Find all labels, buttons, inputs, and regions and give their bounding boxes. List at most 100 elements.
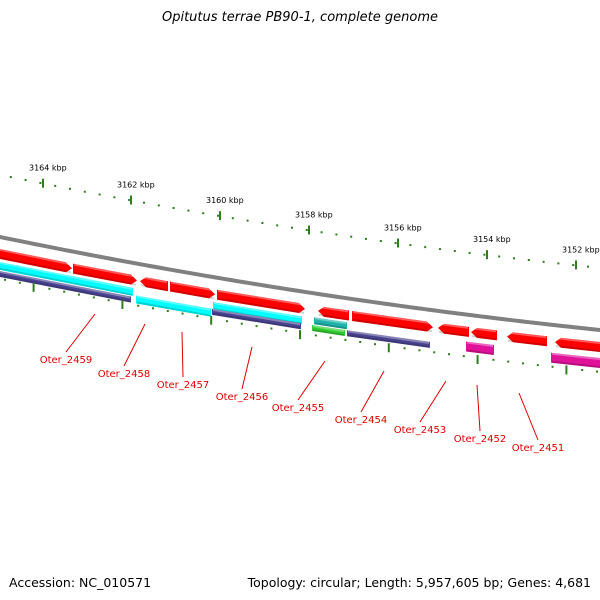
kbp-label: 3154 kbp: [473, 235, 511, 244]
scale-minor-tick: [433, 351, 436, 354]
gene-leader-line: [65, 313, 96, 353]
gene-feature: [314, 317, 347, 330]
scale-minor-tick: [202, 212, 205, 215]
gene-feature: [438, 322, 469, 337]
gene-feature: [466, 341, 494, 356]
scale-minor-tick: [143, 201, 145, 204]
kbp-label: 3160 kbp: [206, 196, 244, 205]
genome-backbone: [0, 234, 600, 333]
gene-label: Oter_2451: [512, 443, 565, 454]
scale-minor-tick: [246, 219, 249, 222]
gene-leader-line: [419, 380, 447, 423]
scale-minor-tick: [522, 362, 524, 365]
scale-minor-tick: [113, 196, 116, 199]
scale-minor-tick: [9, 176, 12, 178]
scale-minor-tick: [157, 204, 160, 207]
scale-minor-tick: [542, 260, 545, 263]
kbp-label: 3164 kbp: [29, 164, 67, 173]
gene-feature: [318, 305, 349, 321]
gene-leader-line: [241, 346, 253, 390]
scale-minor-tick: [240, 322, 243, 325]
scale-minor-tick: [359, 341, 362, 343]
gene-leader-line: [360, 370, 385, 413]
scale-minor-tick: [587, 265, 589, 268]
inner-scale-ticks: [4, 278, 598, 375]
gene-feature: [140, 276, 168, 292]
gene-feature: [352, 310, 433, 333]
gene-leader-line: [476, 384, 481, 432]
scale-minor-tick: [483, 253, 486, 256]
gene-label-leaders: [65, 313, 539, 441]
scale-minor-tick: [54, 184, 57, 187]
accession-text: Accession: NC_010571: [9, 575, 152, 590]
scale-minor-tick: [152, 307, 154, 310]
gene-label: Oter_2459: [40, 355, 93, 366]
scale-minor-tick: [83, 190, 86, 193]
scale-minor-tick: [196, 315, 199, 318]
scale-minor-tick: [63, 290, 66, 293]
gene-feature: [0, 270, 131, 303]
scale-minor-tick: [137, 304, 140, 307]
gene-feature: [212, 308, 301, 330]
outer-scale-ticks: [9, 176, 589, 270]
scale-minor-tick: [329, 336, 332, 339]
gene-leader-line: [297, 360, 326, 401]
gene-feature: [217, 289, 305, 314]
scale-minor-tick: [453, 250, 456, 252]
scale-minor-tick: [187, 209, 190, 212]
scale-minor-tick: [365, 237, 367, 240]
scale-minor-tick: [92, 296, 95, 299]
scale-minor-tick: [379, 240, 382, 242]
scale-minor-tick: [24, 179, 27, 181]
scale-minor-tick: [270, 327, 273, 330]
scale-minor-tick: [166, 310, 169, 312]
gene-label: Oter_2453: [394, 425, 447, 436]
scale-minor-tick: [468, 251, 471, 254]
scale-minor-tick: [335, 233, 338, 236]
gene-labels: Oter_2459Oter_2458Oter_2457Oter_2456Oter…: [40, 355, 565, 454]
scale-minor-tick: [217, 214, 219, 217]
scale-minor-tick: [507, 360, 510, 363]
scale-minor-tick: [231, 217, 234, 220]
kbp-label: 3158 kbp: [295, 211, 333, 220]
gene-feature: [0, 248, 72, 274]
kbp-label: 3156 kbp: [384, 224, 422, 233]
scale-minor-tick: [291, 226, 293, 229]
scale-minor-tick: [536, 364, 539, 367]
scale-minor-tick: [39, 182, 42, 184]
gene-features: [0, 248, 600, 369]
scale-minor-tick: [226, 320, 228, 323]
scale-minor-tick: [320, 231, 323, 234]
gene-feature: [136, 295, 211, 317]
scale-minor-tick: [572, 264, 575, 266]
scale-minor-tick: [4, 278, 6, 281]
scale-minor-tick: [581, 369, 584, 371]
scale-minor-tick: [527, 259, 530, 261]
scale-minor-tick: [285, 329, 288, 332]
scale-minor-tick: [261, 222, 264, 224]
scale-minor-tick: [98, 193, 101, 196]
gene-label: Oter_2457: [157, 380, 210, 391]
gene-label: Oter_2452: [454, 434, 507, 445]
scale-minor-tick: [418, 349, 421, 352]
kbp-label: 3152 kbp: [562, 245, 600, 254]
scale-minor-tick: [350, 235, 353, 238]
gene-feature: [347, 330, 430, 348]
map-title: Opitutus terrae PB90-1, complete genome: [161, 10, 439, 25]
scale-minor-tick: [374, 343, 376, 346]
scale-minor-tick: [69, 187, 71, 190]
scale-minor-tick: [424, 246, 427, 249]
scale-minor-tick: [596, 370, 598, 373]
scale-minor-tick: [344, 338, 347, 341]
scale-minor-tick: [551, 365, 554, 368]
scale-minor-tick: [448, 353, 450, 356]
gene-feature: [312, 325, 345, 336]
gene-feature: [555, 337, 600, 353]
gene-label: Oter_2458: [98, 369, 151, 380]
gene-feature: [170, 281, 215, 300]
scale-minor-tick: [403, 347, 406, 350]
gene-leader-line: [518, 392, 539, 441]
gene-label: Oter_2454: [335, 415, 388, 426]
kbp-label: 3162 kbp: [117, 181, 155, 190]
